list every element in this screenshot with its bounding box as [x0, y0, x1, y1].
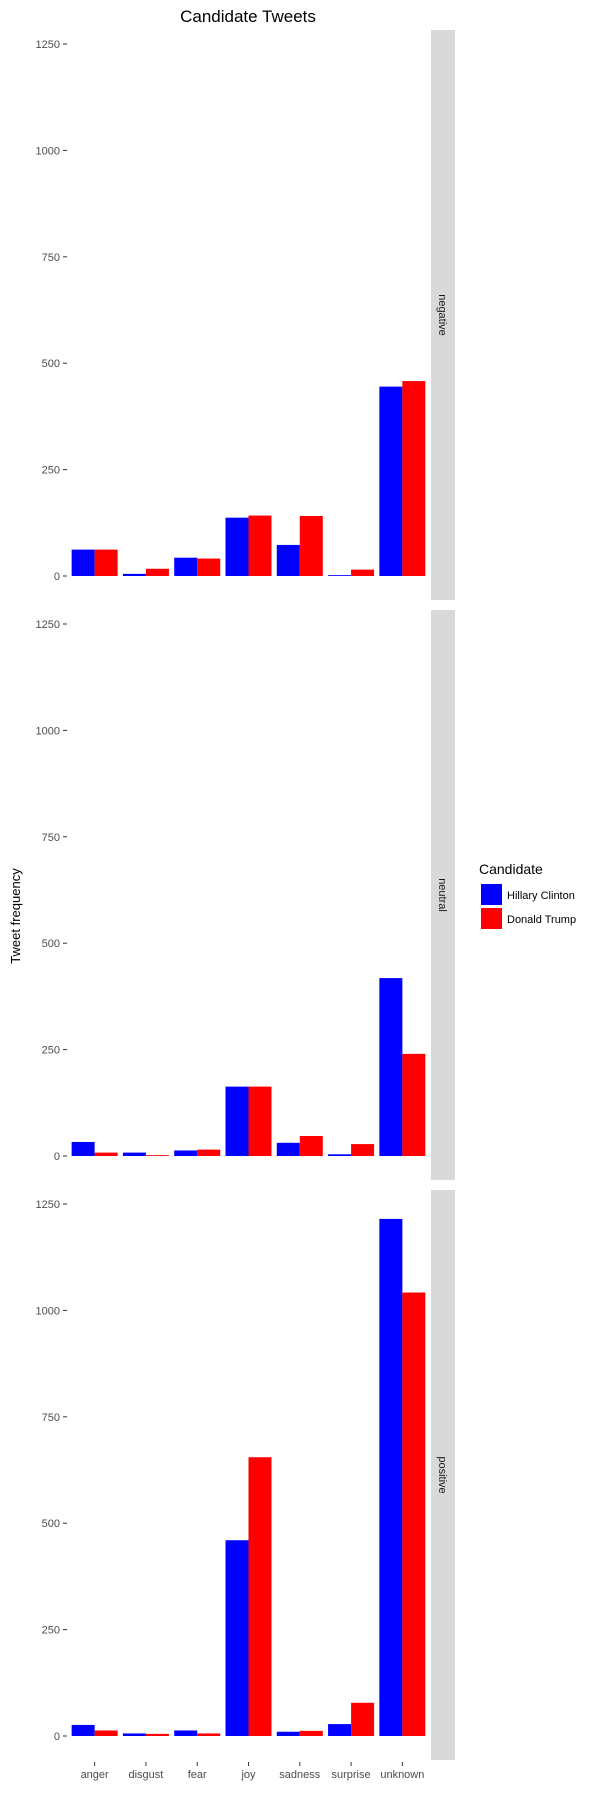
x-tick-label-surprise: surprise — [332, 1769, 371, 1781]
legend-items: Hillary Clinton Donald Trump — [481, 884, 576, 929]
legend-label-0: Hillary Clinton — [507, 890, 575, 902]
bar-positive-disgust-clinton — [122, 1733, 146, 1736]
y-tick-label: 0 — [54, 571, 60, 583]
y-tick-label: 1250 — [36, 1199, 60, 1211]
y-tick-label: 1250 — [36, 39, 60, 51]
facet-strip — [431, 30, 455, 600]
bar-positive-anger-clinton — [71, 1724, 95, 1736]
bar-positive-fear-clinton — [174, 1730, 198, 1736]
x-tick-label-fear: fear — [188, 1769, 207, 1781]
bar-neutral-disgust-trump — [145, 1155, 169, 1156]
x-tick-label-joy: joy — [240, 1769, 256, 1781]
bar-positive-unknown-clinton — [379, 1218, 403, 1736]
y-tick-label: 1000 — [36, 725, 60, 737]
x-axis: anger disgust fear joy sadness surprise unknow… — [81, 1762, 424, 1781]
bar-positive-surprise-clinton — [328, 1724, 352, 1736]
facet-strip-label: neutral — [436, 878, 448, 912]
legend-title: Candidate — [479, 861, 543, 877]
bar-negative-unknown-clinton — [379, 386, 403, 576]
y-tick-label: 500 — [42, 358, 60, 370]
bar-negative-unknown-trump — [402, 381, 426, 576]
y-tick-label: 500 — [42, 938, 60, 950]
bar-negative-fear-clinton — [174, 557, 198, 576]
bar-neutral-anger-clinton — [71, 1141, 95, 1156]
bar-negative-sadness-clinton — [276, 544, 300, 576]
bar-negative-disgust-clinton — [122, 573, 146, 576]
bar-positive-fear-trump — [197, 1733, 221, 1736]
y-tick-label: 250 — [42, 1045, 60, 1057]
x-tick-label-disgust: disgust — [128, 1769, 163, 1781]
bar-neutral-sadness-clinton — [276, 1142, 300, 1156]
x-tick-label-anger: anger — [81, 1769, 109, 1781]
facet-strip-label: positive — [436, 1456, 448, 1493]
y-tick-label: 0 — [54, 1731, 60, 1743]
bar-negative-joy-clinton — [225, 517, 249, 576]
y-axis-label: Tweet frequency — [8, 868, 23, 964]
legend-swatch-0 — [481, 884, 502, 905]
bar-negative-sadness-trump — [299, 515, 323, 576]
y-tick-label: 1000 — [36, 145, 60, 157]
y-tick-label: 750 — [42, 832, 60, 844]
y-tick-label: 0 — [54, 1151, 60, 1163]
x-tick-label-sadness: sadness — [279, 1769, 320, 1781]
bar-negative-anger-trump — [94, 549, 118, 576]
legend: Candidate Hillary Clinton Donald Trump — [479, 861, 576, 929]
y-tick-label: 500 — [42, 1518, 60, 1530]
bar-neutral-unknown-clinton — [379, 978, 403, 1156]
y-tick-label: 250 — [42, 1625, 60, 1637]
facet-panel-neutral: 0 250 500 750 1000 1250 neutral — [36, 610, 455, 1180]
bar-positive-surprise-trump — [351, 1702, 375, 1736]
bar-neutral-joy-trump — [248, 1086, 272, 1156]
y-tick-label: 250 — [42, 465, 60, 477]
facet-panel-positive: 0 250 500 750 1000 1250 positive — [36, 1190, 455, 1760]
bar-positive-disgust-trump — [145, 1733, 169, 1736]
bar-neutral-joy-clinton — [225, 1086, 249, 1156]
facet-strip-label: negative — [436, 294, 448, 336]
bar-positive-joy-trump — [248, 1457, 272, 1736]
bar-negative-surprise-trump — [351, 569, 375, 576]
bar-neutral-fear-trump — [197, 1149, 221, 1156]
facet-panel-negative: 0 250 500 750 1000 1250 negative — [36, 30, 455, 600]
facet-strip — [431, 1190, 455, 1760]
y-tick-label: 750 — [42, 252, 60, 264]
facet-panels: 0 250 500 750 1000 1250 negative 0 250 500 750 1000… — [36, 30, 455, 1781]
bar-positive-anger-trump — [94, 1730, 118, 1736]
legend-swatch-1 — [481, 908, 502, 929]
bar-positive-unknown-trump — [402, 1292, 426, 1736]
bar-neutral-sadness-trump — [299, 1135, 323, 1156]
bar-negative-fear-trump — [197, 558, 221, 576]
x-tick-label-unknown: unknown — [380, 1769, 424, 1781]
chart-title: Candidate Tweets — [180, 7, 316, 26]
bar-neutral-unknown-trump — [402, 1053, 426, 1156]
facet-strip — [431, 610, 455, 1180]
legend-label-1: Donald Trump — [507, 914, 576, 926]
y-tick-label: 1000 — [36, 1305, 60, 1317]
y-tick-label: 1250 — [36, 619, 60, 631]
bar-positive-sadness-clinton — [276, 1731, 300, 1736]
bar-neutral-disgust-clinton — [122, 1152, 146, 1156]
bar-positive-sadness-trump — [299, 1730, 323, 1736]
bar-negative-disgust-trump — [145, 568, 169, 576]
bar-neutral-surprise-clinton — [328, 1154, 352, 1156]
bar-negative-surprise-clinton — [328, 575, 352, 576]
bar-neutral-fear-clinton — [174, 1150, 198, 1156]
bar-neutral-anger-trump — [94, 1152, 118, 1156]
bar-negative-anger-clinton — [71, 549, 95, 576]
bar-neutral-surprise-trump — [351, 1144, 375, 1156]
y-tick-label: 750 — [42, 1412, 60, 1424]
bar-positive-joy-clinton — [225, 1540, 249, 1736]
bar-negative-joy-trump — [248, 515, 272, 576]
